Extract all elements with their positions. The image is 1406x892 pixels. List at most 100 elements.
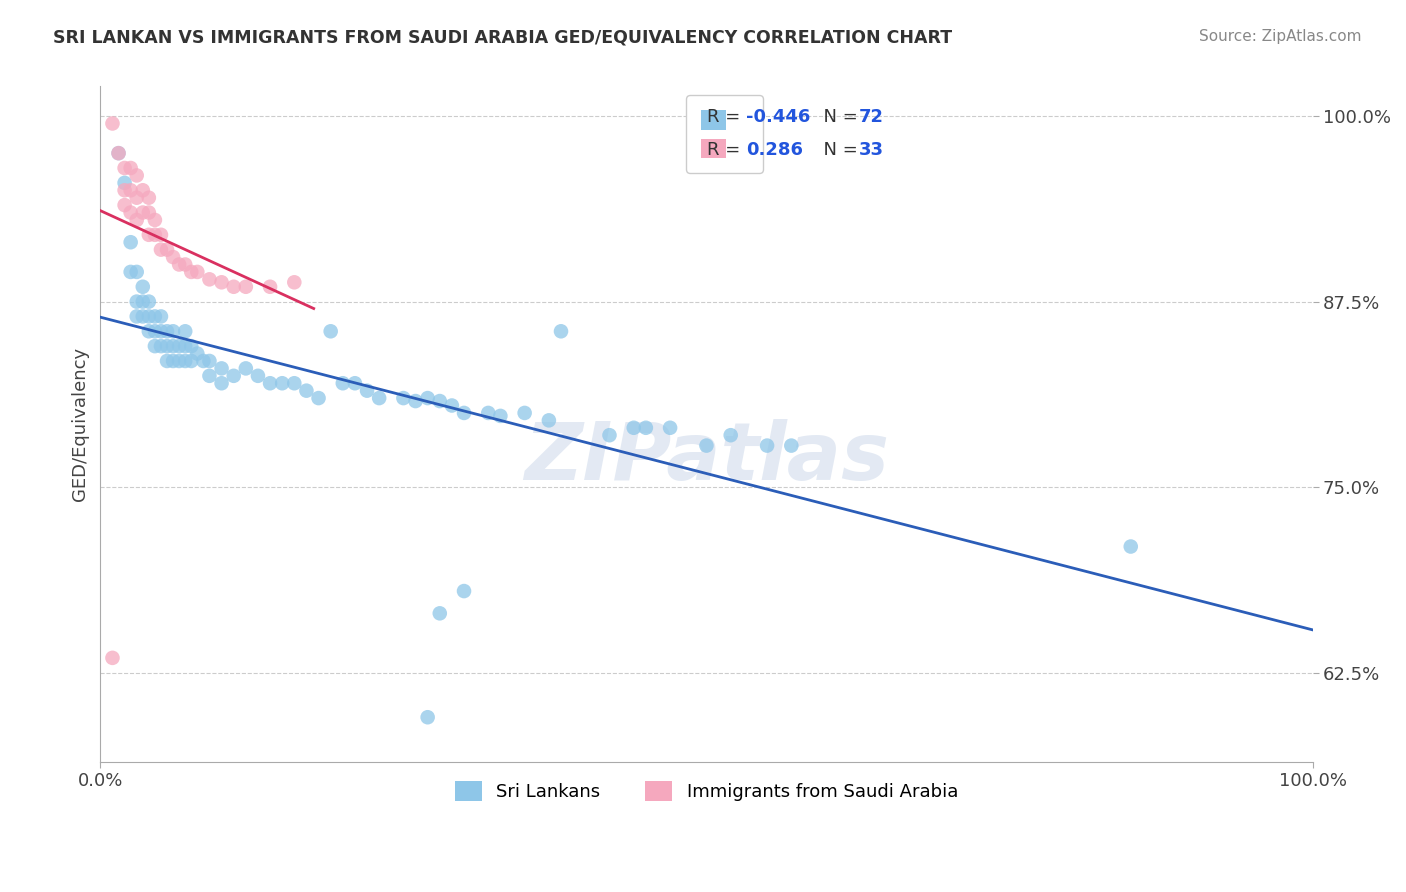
Point: [174, 324, 197, 338]
Point: [120, 205, 142, 219]
Point: [198, 272, 221, 286]
Point: [101, 651, 124, 665]
Point: [107, 146, 129, 161]
Point: [174, 339, 197, 353]
Point: [193, 354, 215, 368]
Text: SRI LANKAN VS IMMIGRANTS FROM SAUDI ARABIA GED/EQUIVALENCY CORRELATION CHART: SRI LANKAN VS IMMIGRANTS FROM SAUDI ARAB…: [53, 29, 952, 46]
Point: [125, 265, 148, 279]
Point: [623, 421, 645, 435]
Point: [120, 235, 142, 250]
Point: [695, 439, 717, 453]
Point: [156, 324, 179, 338]
Point: [416, 710, 439, 724]
Point: [440, 399, 463, 413]
Point: [143, 310, 166, 324]
Point: [156, 243, 179, 257]
Point: [453, 406, 475, 420]
Point: [186, 346, 208, 360]
Point: [356, 384, 378, 398]
Point: [162, 324, 184, 338]
Point: [211, 275, 233, 289]
Point: [156, 354, 179, 368]
Point: [114, 176, 136, 190]
Point: [489, 409, 512, 423]
Point: [132, 279, 155, 293]
Point: [598, 428, 620, 442]
Point: [125, 294, 148, 309]
Point: [149, 227, 172, 242]
Point: [513, 406, 536, 420]
Point: [453, 584, 475, 599]
Point: [429, 607, 451, 621]
Point: [198, 368, 221, 383]
Point: [634, 421, 657, 435]
Legend: Sri Lankans, Immigrants from Saudi Arabia: Sri Lankans, Immigrants from Saudi Arabi…: [441, 768, 972, 814]
Text: N =: N =: [813, 108, 863, 126]
Point: [143, 213, 166, 227]
Text: 0.286: 0.286: [745, 141, 803, 160]
Point: [132, 183, 155, 197]
Point: [114, 161, 136, 175]
Point: [138, 205, 160, 219]
Point: [756, 439, 779, 453]
Point: [143, 324, 166, 338]
Point: [198, 354, 221, 368]
Point: [101, 116, 124, 130]
Point: [143, 227, 166, 242]
Point: [125, 310, 148, 324]
Point: [149, 324, 172, 338]
Point: [222, 279, 245, 293]
Point: [149, 243, 172, 257]
Point: [180, 339, 202, 353]
Point: [125, 191, 148, 205]
Point: [246, 368, 269, 383]
Text: ZIPatlas: ZIPatlas: [524, 419, 889, 497]
Point: [149, 310, 172, 324]
Text: 72: 72: [859, 108, 883, 126]
Point: [283, 275, 305, 289]
Point: [132, 310, 155, 324]
Point: [416, 391, 439, 405]
Point: [259, 376, 281, 391]
Text: R =: R =: [707, 141, 745, 160]
Point: [537, 413, 560, 427]
Text: R =: R =: [707, 108, 745, 126]
Point: [162, 339, 184, 353]
Point: [167, 339, 190, 353]
Point: [780, 439, 803, 453]
Point: [259, 279, 281, 293]
Text: 33: 33: [859, 141, 883, 160]
Point: [167, 258, 190, 272]
Point: [180, 354, 202, 368]
Point: [138, 310, 160, 324]
Point: [550, 324, 572, 338]
Point: [156, 339, 179, 353]
Point: [720, 428, 742, 442]
Point: [343, 376, 366, 391]
Point: [295, 384, 318, 398]
Point: [186, 265, 208, 279]
Point: [332, 376, 354, 391]
Point: [125, 169, 148, 183]
Point: [120, 183, 142, 197]
Point: [167, 354, 190, 368]
Point: [149, 339, 172, 353]
Point: [162, 354, 184, 368]
Text: -0.446: -0.446: [745, 108, 810, 126]
Point: [174, 258, 197, 272]
Point: [138, 324, 160, 338]
Point: [368, 391, 391, 405]
Point: [180, 265, 202, 279]
Point: [392, 391, 415, 405]
Point: [125, 213, 148, 227]
Point: [132, 205, 155, 219]
Point: [174, 354, 197, 368]
Point: [222, 368, 245, 383]
Point: [138, 191, 160, 205]
Point: [120, 161, 142, 175]
Point: [138, 294, 160, 309]
Point: [405, 394, 427, 409]
Point: [132, 294, 155, 309]
Point: [1119, 540, 1142, 554]
Text: Source: ZipAtlas.com: Source: ZipAtlas.com: [1198, 29, 1361, 44]
